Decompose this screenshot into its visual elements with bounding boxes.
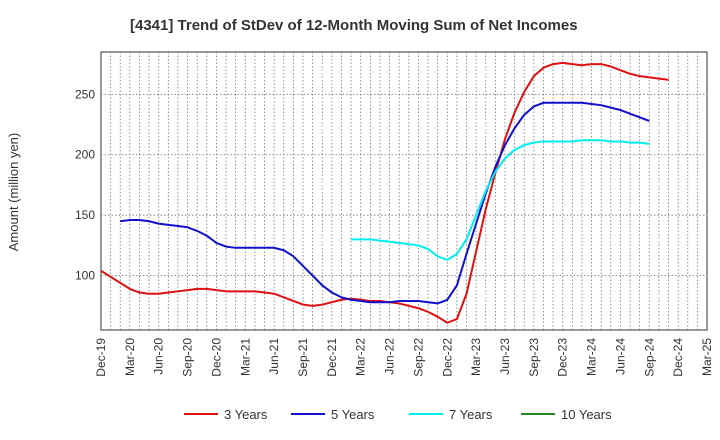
y-axis-label: Amount (million yen) (6, 133, 21, 252)
y-tick-label: 250 (75, 87, 95, 101)
chart-title: [4341] Trend of StDev of 12-Month Moving… (130, 17, 578, 34)
x-tick-label: Dec-23 (556, 338, 570, 377)
x-tick-label: Sep-22 (411, 338, 425, 377)
plot-frame (100, 51, 708, 331)
x-tick-label: Jun-20 (152, 338, 166, 375)
series-line-7-years (351, 139, 650, 261)
series-layer (100, 61, 669, 324)
x-tick-label: Mar-21 (238, 338, 252, 376)
x-tick-label: Sep-21 (296, 338, 310, 377)
x-tick-label: Dec-19 (94, 338, 108, 377)
x-tick-label: Jun-24 (613, 338, 627, 375)
x-tick-label: Mar-23 (469, 338, 483, 376)
x-tick-label: Mar-24 (585, 338, 599, 376)
x-tick-label: Dec-22 (440, 338, 454, 377)
x-axis: Dec-19 Mar-20 Jun-20 Sep-20 Dec-20 Mar-21 Jun-… (94, 338, 714, 377)
x-tick-label: Sep-23 (527, 338, 541, 377)
x-tick-label: Mar-22 (354, 338, 368, 376)
x-tick-label: Sep-20 (181, 338, 195, 377)
y-tick-label: 100 (75, 269, 95, 283)
x-tick-label: Mar-25 (700, 338, 714, 376)
legend-label: 5 Years (331, 407, 375, 422)
x-tick-label: Jun-21 (267, 338, 281, 375)
legend: 3 Years 5 Years 7 Years 10 Years (184, 407, 612, 422)
x-tick-label: Sep-24 (642, 338, 656, 377)
y-tick-label: 200 (75, 148, 95, 162)
x-tick-label: Mar-20 (123, 338, 137, 376)
x-tick-label: Dec-21 (325, 338, 339, 377)
y-tick-label: 150 (75, 208, 95, 222)
legend-label: 3 Years (224, 407, 268, 422)
plot-area (100, 51, 708, 331)
legend-label: 10 Years (561, 407, 612, 422)
series-line-5-years (120, 101, 650, 305)
x-tick-label: Jun-23 (498, 338, 512, 375)
x-tick-label: Jun-22 (383, 338, 397, 375)
legend-label: 7 Years (449, 407, 493, 422)
x-tick-label: Dec-24 (671, 338, 685, 377)
y-axis: 100 150 200 250 (75, 87, 95, 282)
x-tick-label: Dec-20 (209, 338, 223, 377)
